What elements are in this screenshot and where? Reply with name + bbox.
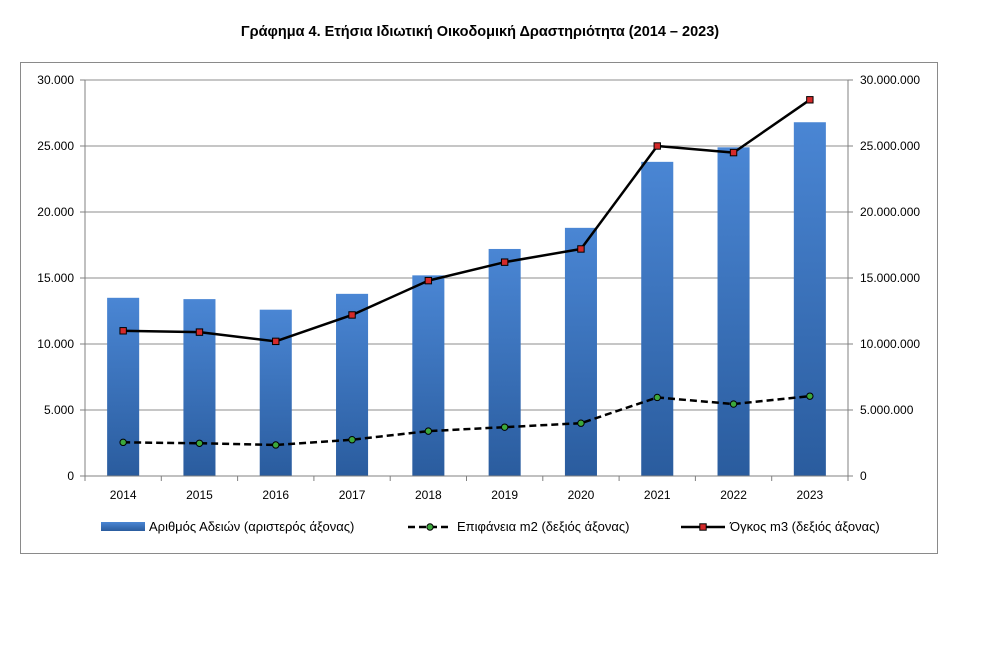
series-point: [500, 258, 509, 266]
x-tick-label: 2023: [796, 488, 823, 502]
right-tick-label: 15.000.000: [860, 271, 920, 285]
legend-label: Αριθμός Αδειών (αριστερός άξονας): [149, 519, 354, 534]
bar: [488, 248, 521, 476]
right-tick-label: 10.000.000: [860, 337, 920, 351]
series-point: [195, 328, 204, 336]
series-point: [119, 327, 127, 335]
bar: [717, 147, 750, 476]
x-tick-label: 2019: [491, 488, 518, 502]
series-point: [424, 427, 433, 435]
series-point: [577, 419, 585, 427]
bar: [641, 161, 674, 476]
x-tick-label: 2021: [644, 488, 671, 502]
series-point: [272, 337, 280, 346]
series-point: [806, 96, 814, 104]
series-point: [577, 245, 585, 253]
bar: [564, 227, 597, 476]
series-point: [195, 439, 204, 447]
legend-label: Όγκος m3 (δεξιός άξονας): [729, 519, 880, 534]
series-point: [348, 311, 356, 319]
legend-marker: [426, 523, 434, 531]
bar: [259, 309, 292, 476]
bar: [336, 293, 369, 476]
series-point: [119, 438, 127, 447]
series-line: [123, 394, 810, 447]
left-tick-label: 5.000: [44, 403, 74, 417]
series-point: [348, 436, 356, 444]
left-tick-label: 30.000: [37, 73, 74, 87]
x-tick-label: 2022: [720, 488, 747, 502]
right-tick-label: 20.000.000: [860, 205, 920, 219]
bar: [412, 275, 445, 476]
left-tick-label: 0: [67, 469, 74, 483]
legend-label: Επιφάνεια m2 (δεξιός άξονας): [457, 519, 629, 534]
series-line: [123, 98, 811, 343]
bar-series: [107, 122, 826, 477]
left-tick-label: 10.000: [37, 337, 74, 351]
x-tick-label: 2018: [415, 488, 442, 502]
bar: [183, 299, 216, 476]
line-series: [119, 96, 814, 449]
series-point: [729, 148, 738, 157]
x-tick-label: 2015: [186, 488, 213, 502]
series-point: [729, 400, 738, 408]
axes: 0 5.000 10.000 15.000 20.000 25.000 30.000 0 5.0…: [37, 73, 920, 502]
series-point: [653, 393, 661, 402]
left-tick-label: 20.000: [37, 205, 74, 219]
legend-marker: [699, 523, 707, 531]
series-point: [653, 142, 661, 150]
x-tick-label: 2016: [262, 488, 289, 502]
chart-frame: [20, 62, 938, 554]
x-tick-label: 2020: [568, 488, 595, 502]
left-tick-label: 25.000: [37, 139, 74, 153]
right-tick-label: 30.000.000: [860, 73, 920, 87]
right-tick-label: 5.000.000: [860, 403, 914, 417]
series-point: [272, 441, 280, 449]
legend: Αριθμός Αδειών (αριστερός άξονας) Επιφάνε…: [101, 519, 880, 534]
bar: [793, 122, 826, 477]
x-tick-label: 2014: [110, 488, 137, 502]
legend-swatch-bar: [101, 522, 145, 531]
series-point: [500, 423, 509, 431]
series-point: [806, 392, 814, 400]
series-point: [424, 276, 433, 285]
bar: [107, 297, 140, 476]
right-tick-label: 0: [860, 469, 867, 483]
left-tick-label: 15.000: [37, 271, 74, 285]
x-tick-label: 2017: [339, 488, 366, 502]
right-tick-label: 25.000.000: [860, 139, 920, 153]
chart-title: Γράφημα 4. Ετήσια Ιδιωτική Οικοδομική Δρ…: [240, 24, 720, 40]
